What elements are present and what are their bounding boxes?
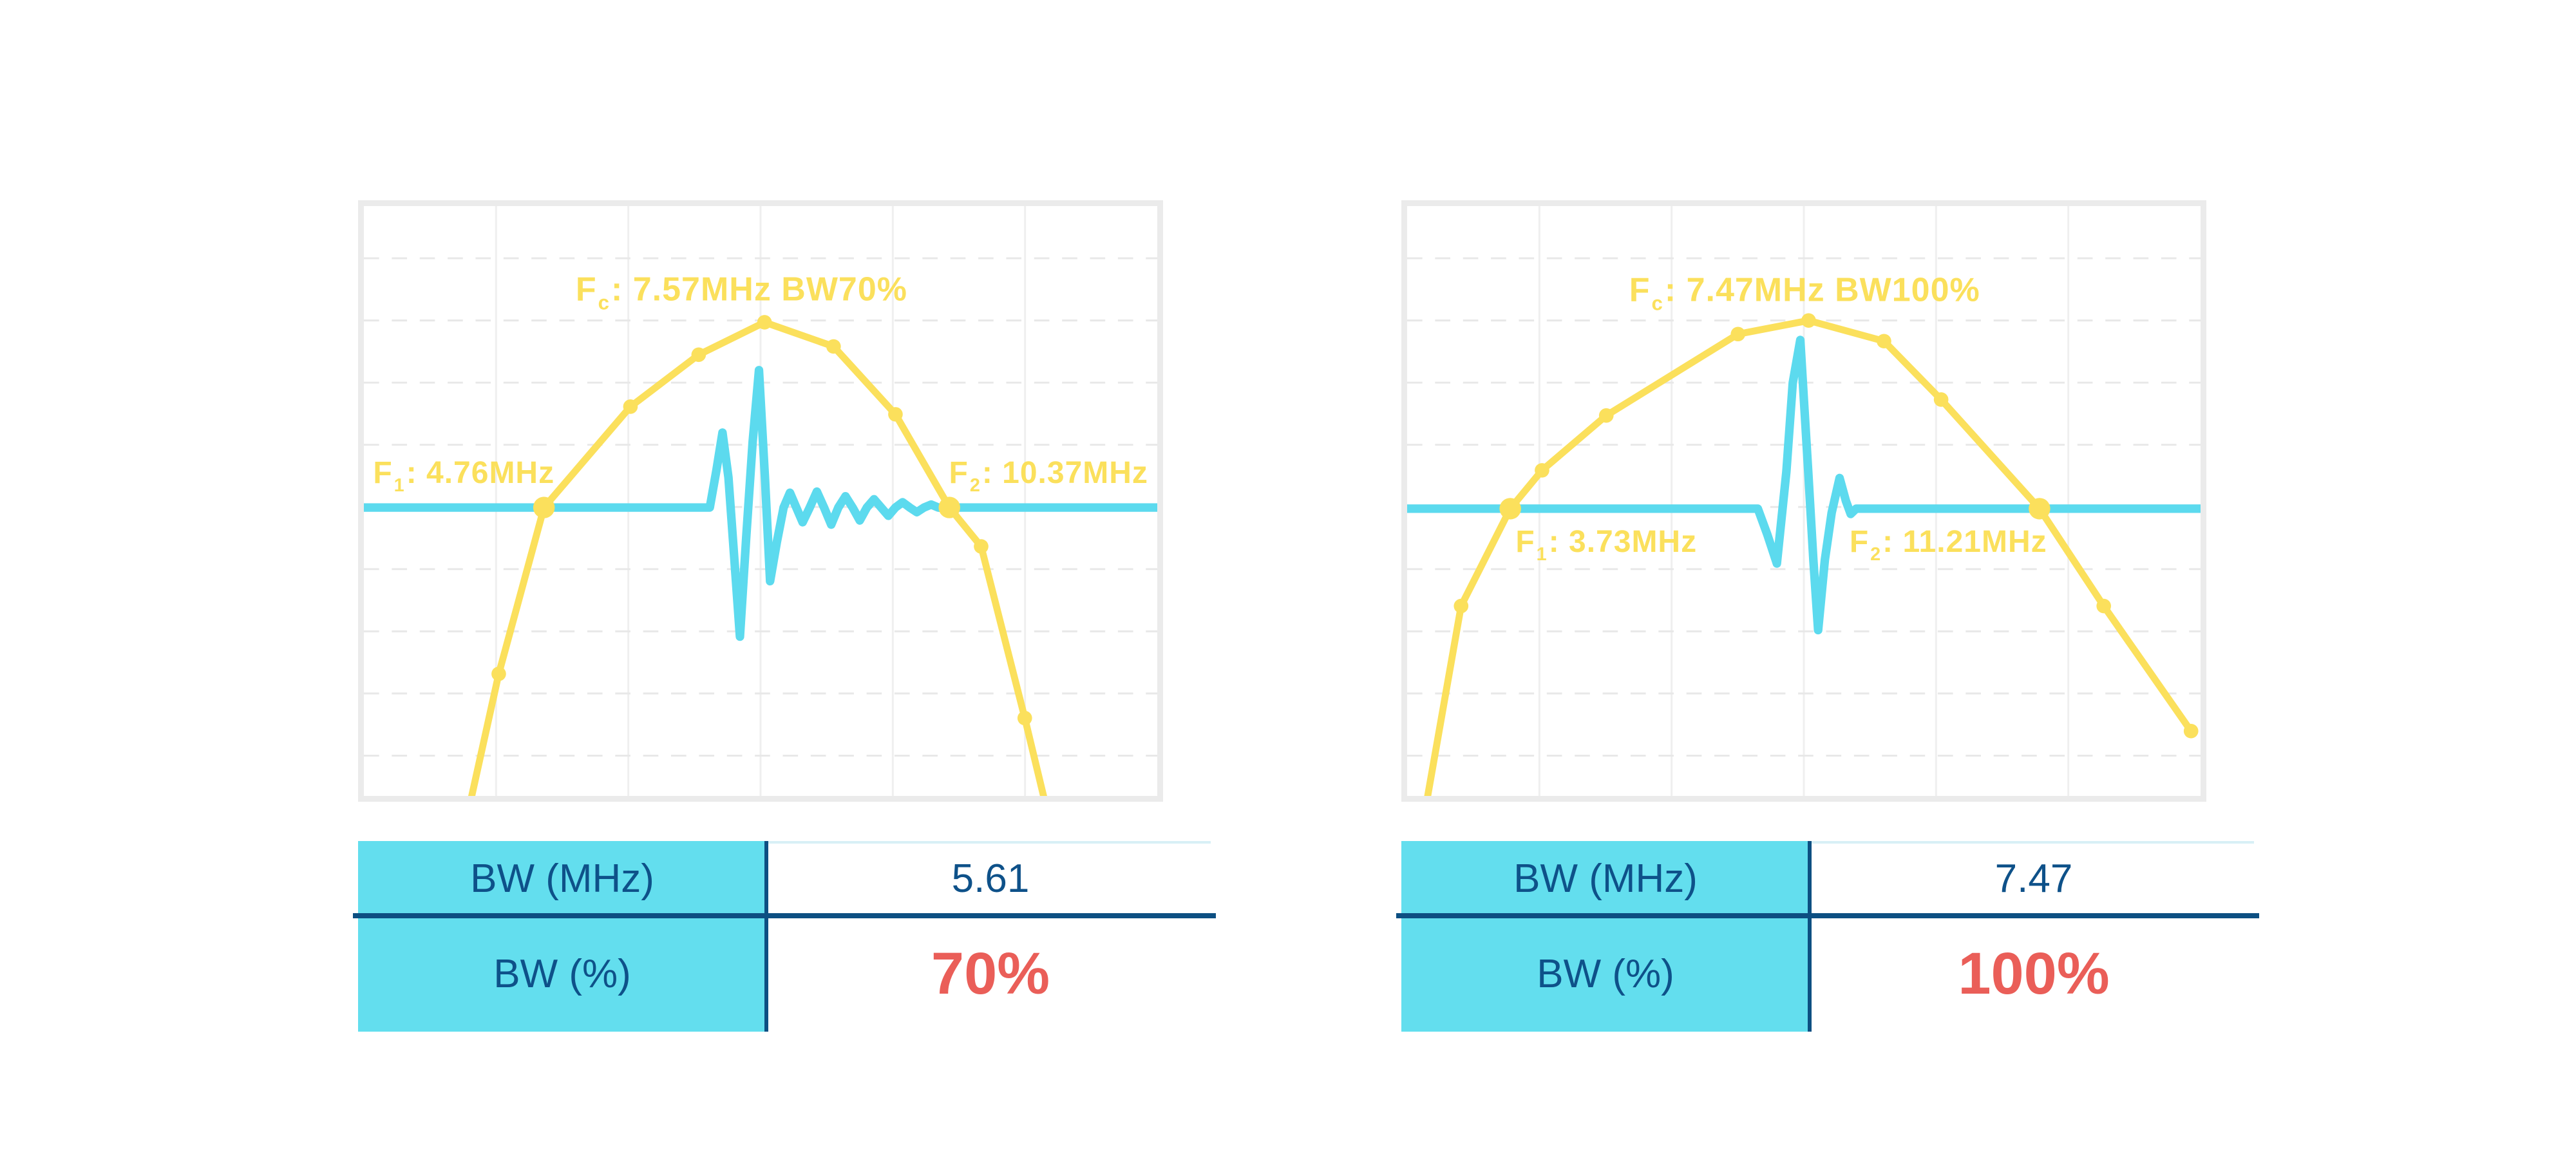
f2-annotation-f: F [1849,524,1870,559]
table-top-border [766,841,1211,844]
fc-annotation-text: : 7.57MHz BW70% [611,270,907,308]
table-column-divider [764,841,768,1032]
f1-annotation-sub: 1 [1536,544,1548,565]
chart-right-canvas [1407,206,2201,796]
table-row-divider [1396,913,2259,918]
fc-annotation: Fc: 7.47MHz BW100% [1629,270,1980,315]
f2-annotation: F2: 10.37MHz [949,455,1148,497]
bw-mhz-value-cell: 5.61 [951,856,1030,901]
f1-annotation-f: F [373,455,393,490]
bw-pct-value-cell: 100% [1958,940,2110,1007]
fc-annotation-f: F [575,270,597,308]
f1-annotation: F1: 3.73MHz [1515,524,1697,565]
bw-mhz-label-cell: BW (MHz) [1401,841,1810,916]
table-column-divider [1808,841,1812,1032]
fc-annotation-sub: c [598,291,610,314]
bw-table-left: BW (MHz) 5.61 BW (%) 70% [353,841,1216,1032]
bw-pct-label-cell: BW (%) [358,916,766,1032]
bw-table-right: BW (MHz) 7.47 BW (%) 100% [1396,841,2259,1032]
f1-annotation-sub: 1 [393,475,405,496]
fc-annotation-f: F [1629,271,1651,309]
f2-annotation-sub: 2 [1870,544,1882,565]
bw-mhz-label-cell: BW (MHz) [358,841,766,916]
f1-annotation: F1: 4.76MHz [373,455,554,497]
bw-pct-value-cell: 70% [931,940,1050,1007]
bw-pct-label-cell: BW (%) [1401,916,1810,1032]
fc-annotation-text: : 7.47MHz BW100% [1664,271,1980,309]
f2-annotation-sub: 2 [969,475,981,496]
f2-annotation: F2: 11.21MHz [1850,524,2047,565]
chart-left-bw70: Fc: 7.57MHz BW70% F1: 4.76MHz F2: 10.37M… [358,200,1163,802]
table-row-divider [353,913,1216,918]
f1-annotation-f: F [1515,524,1535,559]
chart-left-canvas [364,206,1157,796]
fc-annotation-sub: c [1651,292,1663,315]
bw-mhz-value-cell: 7.47 [1994,856,2073,901]
chart-right-bw100: Fc: 7.47MHz BW100% F1: 3.73MHz F2: 11.21… [1401,200,2206,802]
f2-annotation-text: : 11.21MHz [1882,524,2047,559]
f1-annotation-text: : 4.76MHz [406,455,555,490]
f2-annotation-text: : 10.37MHz [981,455,1148,490]
f2-annotation-f: F [949,455,969,490]
f1-annotation-text: : 3.73MHz [1548,524,1698,559]
table-top-border [1810,841,2254,844]
fc-annotation: Fc: 7.57MHz BW70% [576,270,907,314]
